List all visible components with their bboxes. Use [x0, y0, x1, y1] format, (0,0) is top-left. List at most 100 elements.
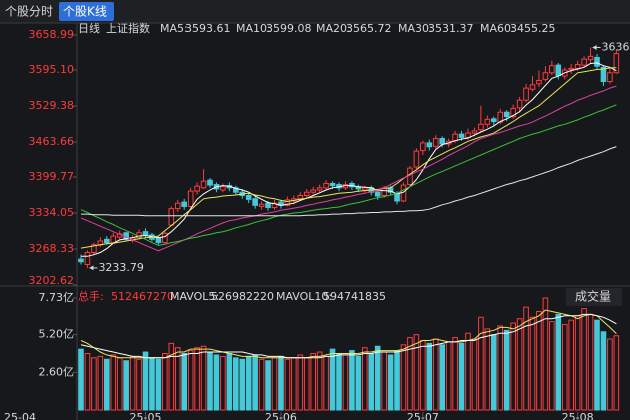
candle-body [439, 138, 445, 145]
volume-bar [78, 348, 84, 411]
volume-bar [536, 310, 542, 411]
legend-value: 594741835 [323, 290, 386, 303]
candle-body [523, 87, 529, 101]
volume-bar [187, 350, 194, 411]
volume-bar [594, 319, 600, 411]
candle-body [323, 182, 329, 189]
volume-bar [394, 350, 400, 411]
candle-body [258, 203, 265, 207]
volume-bar [432, 338, 439, 411]
candle-body [168, 208, 175, 226]
candle-body [516, 99, 523, 109]
volume-bar [497, 325, 504, 411]
legend-value: 3565.72 [346, 22, 392, 35]
ma-line [80, 67, 617, 249]
volume-bar [374, 345, 381, 411]
volume-bar [136, 358, 142, 411]
start-date-label: 25-04 [4, 411, 36, 420]
volume-bar [116, 357, 123, 411]
volume-bar [503, 329, 510, 411]
volume-bar [123, 360, 129, 411]
candle-body [84, 251, 91, 266]
candle-body [181, 201, 187, 207]
candle-body [536, 79, 542, 85]
volume-bar [297, 354, 304, 411]
volume-bar [387, 354, 394, 411]
volume-bar [413, 334, 420, 411]
candle-body [162, 232, 168, 244]
y-tick-label: 5.20亿 [39, 328, 75, 341]
volume-bar [284, 358, 291, 411]
volume-bar [478, 316, 484, 411]
candle-body [465, 132, 471, 138]
volume-bar [226, 352, 233, 411]
volume-bar [91, 357, 97, 411]
candle-body [555, 64, 562, 77]
volume-bar [252, 354, 258, 411]
volume-bar [445, 341, 452, 411]
tab[interactable]: 个股分时 [5, 5, 53, 19]
candle-body [310, 189, 316, 193]
volume-bar [194, 347, 200, 411]
candle-body [297, 195, 304, 200]
candle-body [284, 199, 291, 206]
volume-bar [239, 358, 246, 411]
volume-bar [329, 348, 336, 411]
volume-bar [291, 357, 297, 411]
candle-body [194, 185, 200, 192]
ma-line [80, 104, 617, 246]
volume-bar [407, 337, 413, 411]
candle-body [155, 237, 162, 244]
volume-bar [555, 313, 562, 411]
candle-body [207, 179, 213, 186]
candle-body [426, 142, 433, 148]
candle-body [78, 258, 84, 263]
y-tick-label: 3658.99 [29, 28, 75, 41]
volume-bar [342, 354, 349, 411]
volume-bar [174, 347, 181, 411]
panel-title: 成交量 [575, 289, 611, 304]
volume-bar [516, 318, 523, 411]
volume-bar [265, 360, 271, 411]
candle-body [316, 187, 323, 191]
candle-body [600, 66, 607, 83]
candle-body [349, 182, 355, 188]
ma-line [80, 85, 617, 252]
y-tick-label: 3463.66 [29, 135, 75, 148]
candle-body [374, 191, 381, 197]
volume-bar [129, 355, 136, 411]
candle-body [362, 187, 368, 191]
annotation-head [89, 265, 94, 271]
candle-body [432, 138, 439, 147]
ma-line [81, 62, 617, 257]
volume-bar [200, 345, 207, 411]
volume-bar [426, 342, 433, 411]
volume-bar [613, 335, 620, 411]
candle-body [200, 180, 207, 189]
volume-bar [491, 334, 497, 411]
volume-bar [316, 351, 323, 411]
period: 日线 [78, 21, 100, 35]
volume-bar [310, 352, 316, 411]
y-tick-label: 7.73亿 [39, 291, 75, 304]
legend-value: 526982220 [211, 290, 274, 303]
active-tab-bg[interactable] [59, 2, 114, 21]
legend-value: 3599.08 [266, 22, 312, 35]
legend-name: MAVOL10: [276, 290, 332, 303]
tab-active[interactable]: 个股K线 [63, 5, 107, 19]
candle-body [329, 182, 336, 187]
volume-bar [233, 357, 239, 411]
volume-bar [510, 322, 516, 411]
volume-label: 总手: [78, 289, 104, 303]
volume-bar [568, 319, 575, 411]
volume-bar [323, 355, 329, 411]
candle-body [271, 202, 278, 209]
x-tick-label: 25-06 [265, 411, 297, 420]
annotation-head [592, 44, 597, 50]
volume-bar [110, 354, 117, 411]
candle-body [491, 118, 497, 123]
candle-body [503, 111, 510, 118]
volume-bar [142, 351, 149, 411]
volume-value: 512467270 [111, 290, 174, 303]
